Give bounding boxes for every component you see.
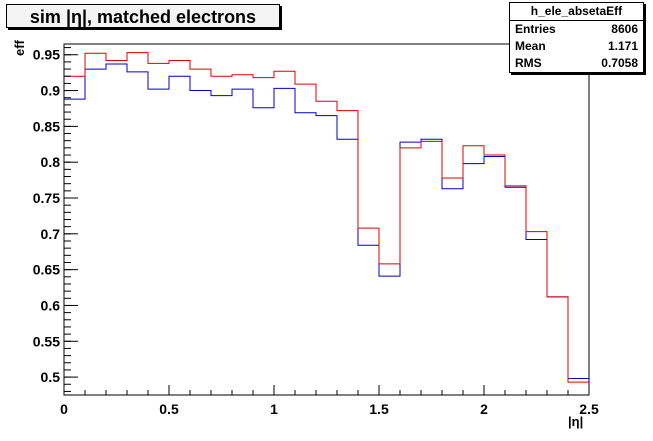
series-line-1 (64, 52, 589, 383)
y-tick-label: 0.85 (33, 118, 60, 134)
stats-value: 8606 (611, 22, 638, 36)
y-tick-label: 0.7 (41, 226, 61, 242)
y-tick-label: 0.5 (41, 369, 61, 385)
y-tick-label: 0.55 (33, 333, 60, 349)
x-tick-label: 1 (270, 401, 278, 417)
stats-box: h_ele_absetaEff Entries 8606 Mean 1.171 … (509, 2, 644, 73)
y-tick-label: 0.9 (41, 83, 61, 99)
x-tick-label: 0 (60, 401, 68, 417)
x-tick-label: 1.5 (369, 401, 389, 417)
y-tick-label: 0.95 (33, 47, 60, 63)
stats-row-rms: RMS 0.7058 (510, 55, 643, 72)
stats-label: Mean (515, 39, 546, 53)
stats-row-mean: Mean 1.171 (510, 38, 643, 55)
stats-label: RMS (515, 56, 542, 70)
x-tick-label: 2.5 (579, 401, 599, 417)
stats-name: h_ele_absetaEff (510, 3, 643, 21)
stats-value: 0.7058 (601, 56, 638, 70)
y-tick-label: 0.65 (33, 262, 60, 278)
x-tick-label: 2 (480, 401, 488, 417)
x-axis-label: |η| (568, 414, 584, 429)
axis-layer: 0 0.5 1 1.5 2 2.5 0.5 0.55 0.6 0.65 0.7 0.75 0.8 0.85… (33, 47, 599, 417)
stats-value: 1.171 (607, 39, 638, 53)
stats-row-entries: Entries 8606 (510, 21, 643, 38)
series-layer (64, 52, 589, 383)
y-tick-label: 0.8 (41, 154, 61, 170)
stats-label: Entries (515, 22, 556, 36)
y-tick-label: 0.75 (33, 190, 60, 206)
y-axis-label: eff (12, 40, 27, 56)
y-tick-label: 0.6 (41, 297, 61, 313)
chart-title: sim |η|, matched electrons (6, 4, 280, 28)
series-line-0 (64, 63, 589, 380)
x-tick-label: 0.5 (159, 401, 179, 417)
plot-frame (63, 43, 590, 396)
